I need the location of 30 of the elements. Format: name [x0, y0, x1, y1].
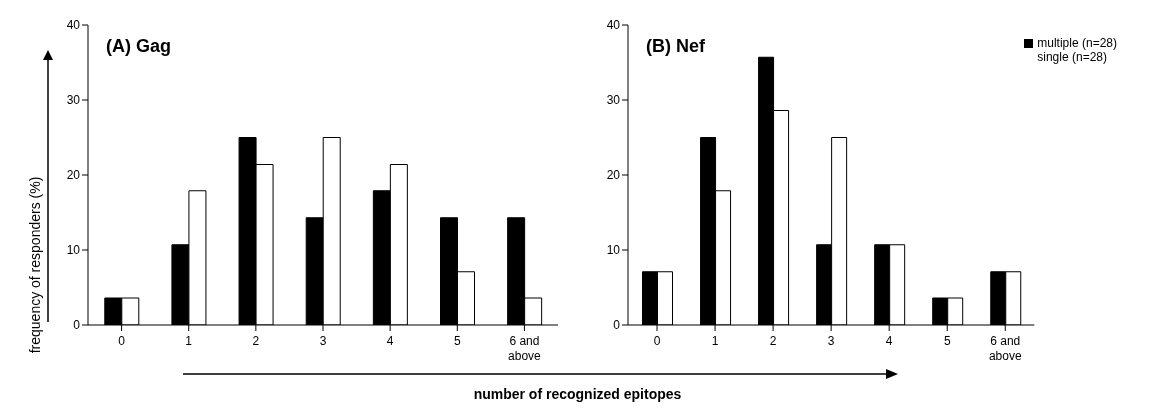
x-axis-title: number of recognized epitopes: [472, 386, 683, 402]
x-tick-label: 3: [827, 334, 835, 348]
text: single (n=28): [1037, 50, 1107, 64]
x-tick-label: 0: [118, 334, 126, 348]
y-tick-label: 30: [66, 93, 81, 108]
y-tick-label: 0: [73, 318, 81, 333]
text: (A) Gag: [106, 36, 171, 57]
x-tick-label: 3: [319, 334, 327, 348]
x-tick-label: 5: [943, 334, 951, 348]
legend-label: multiple (n=28): [1037, 36, 1117, 50]
x-tick-label: 6 and above: [508, 334, 542, 363]
y-tick-label: 40: [606, 18, 621, 33]
x-tick-label: 4: [386, 334, 394, 348]
x-tick-label: 5: [453, 334, 461, 348]
x-tick-label: 4: [885, 334, 893, 348]
x-tick-label: 0: [653, 334, 661, 348]
x-tick-label: 1: [185, 334, 193, 348]
x-tick-label: 2: [769, 334, 777, 348]
y-tick-label: 10: [606, 243, 621, 258]
text: (B) Nef: [646, 36, 705, 57]
y-tick-label: 20: [66, 168, 81, 183]
y-axis-title: frequency of responders (%): [26, 176, 43, 354]
y-tick-label: 0: [613, 318, 621, 333]
x-tick-label: 1: [711, 334, 719, 348]
y-tick-label: 20: [606, 168, 621, 183]
x-tick-label: 6 and above: [988, 334, 1022, 363]
x-tick-label: 2: [252, 334, 260, 348]
y-tick-label: 40: [66, 18, 81, 33]
y-tick-label: 10: [66, 243, 81, 258]
y-tick-label: 30: [606, 93, 621, 108]
